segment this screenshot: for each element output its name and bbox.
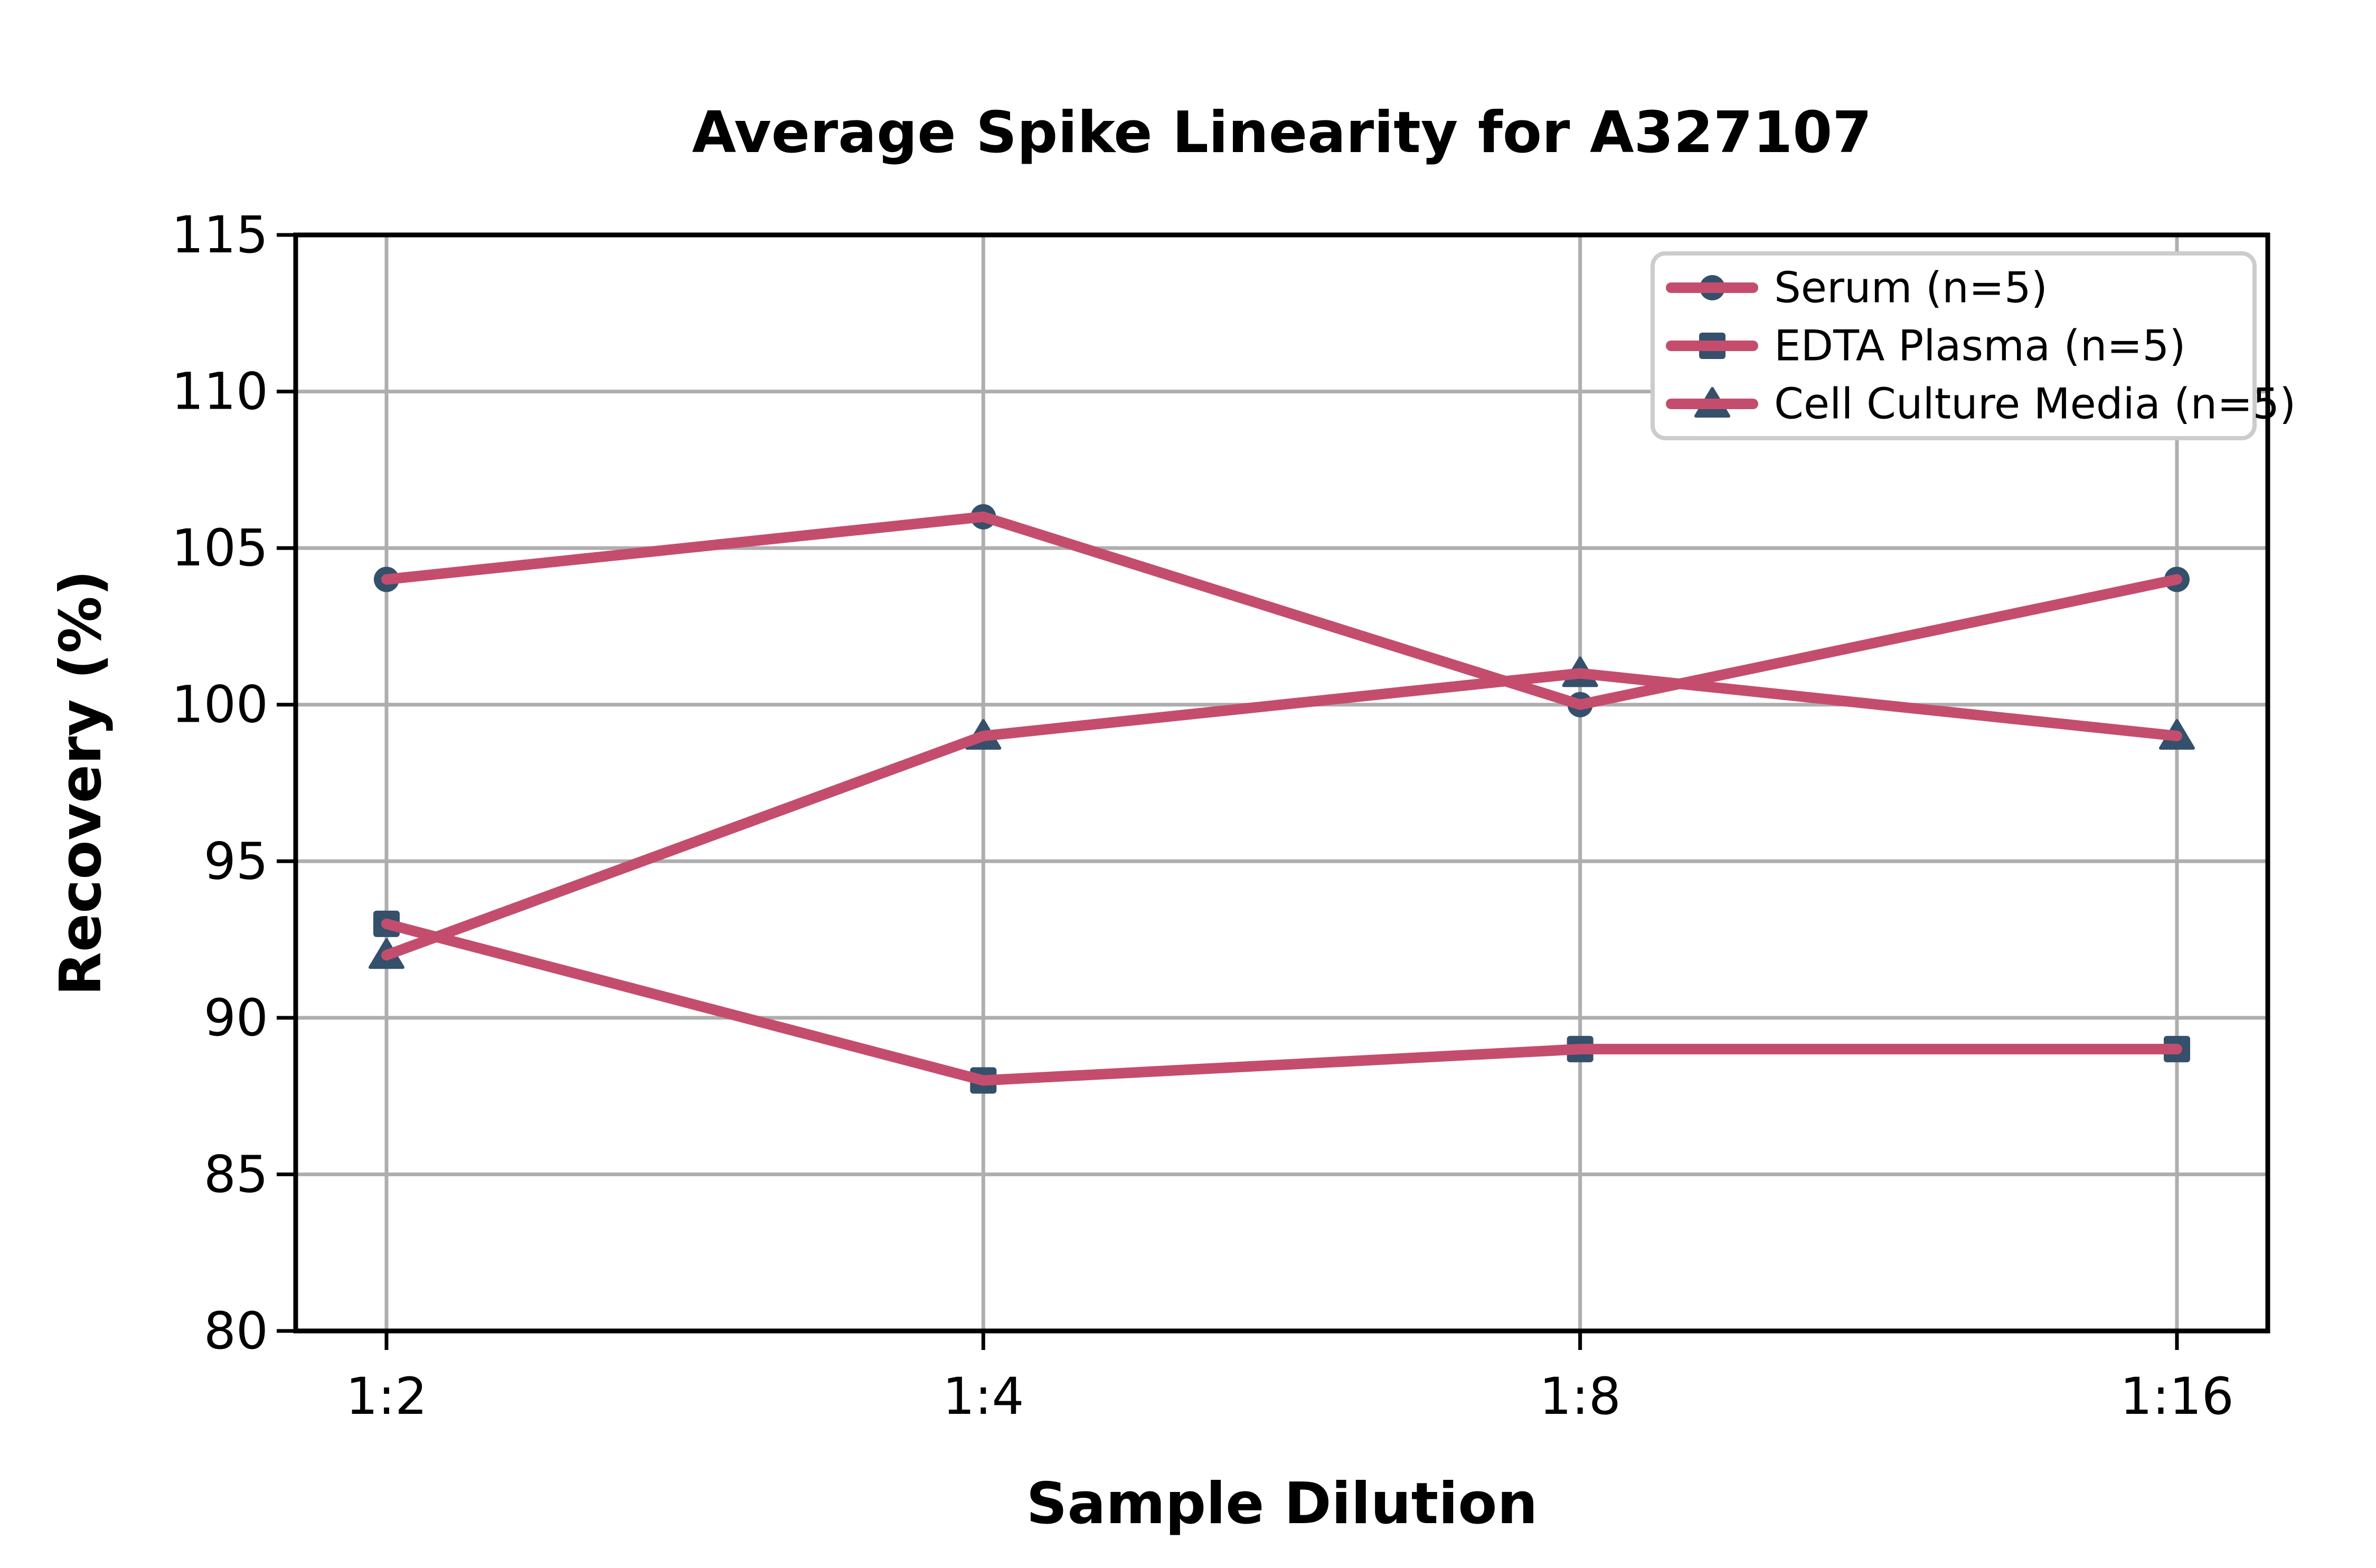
data-series <box>369 504 2195 1094</box>
legend-label-cell-culture-media: Cell Culture Media (n=5) <box>1774 380 2296 429</box>
series-square <box>373 910 2190 1094</box>
legend-item-edta-plasma: EDTA Plasma (n=5) <box>1666 322 2186 371</box>
y-axis-label: Recovery (%) <box>48 570 114 996</box>
x-axis-label: Sample Dilution <box>1026 1471 1538 1537</box>
axis-ticks: 80 85 90 95 100 105 110 115 1:2 1:4 1:8 1:16 <box>172 205 2234 1426</box>
y-tick-label: 95 <box>204 832 268 891</box>
legend-item-serum: Serum (n=5) <box>1666 263 2048 313</box>
legend-label-edta-plasma: EDTA Plasma (n=5) <box>1774 322 2186 371</box>
legend: Serum (n=5) EDTA Plasma (n=5) Cell Cultu… <box>1651 251 2296 440</box>
cell-culture-media-marker-icon <box>1666 387 1758 418</box>
serum-marker-icon <box>1666 275 1758 300</box>
edta-plasma-marker-icon <box>1666 333 1758 359</box>
x-tick-label: 1:4 <box>942 1367 1024 1426</box>
legend-label-serum: Serum (n=5) <box>1774 263 2048 313</box>
x-tick-label: 1:8 <box>1539 1367 1621 1426</box>
y-tick-label: 90 <box>204 988 268 1047</box>
gridlines <box>296 235 2268 1331</box>
legend-item-cell-culture-media: Cell Culture Media (n=5) <box>1666 380 2296 429</box>
x-tick-label: 1:2 <box>346 1367 428 1426</box>
plot-border <box>293 232 2270 1334</box>
y-tick-label: 100 <box>172 675 268 734</box>
y-tick-label: 105 <box>172 518 268 578</box>
series-line <box>381 511 2182 710</box>
legend-box <box>1651 251 2257 440</box>
series-circle <box>374 504 2190 717</box>
y-tick-label: 110 <box>172 362 268 421</box>
y-tick-label: 85 <box>204 1145 268 1204</box>
series-line <box>381 918 2182 1086</box>
y-tick-label: 115 <box>172 205 268 265</box>
y-tick-label: 80 <box>204 1301 268 1361</box>
series-line <box>381 668 2182 961</box>
x-tick-label: 1:16 <box>2120 1367 2234 1426</box>
axes-spines <box>293 232 2270 1334</box>
series-triangle <box>369 656 2195 969</box>
chart-title: Average Spike Linearity for A327107 <box>692 100 1872 166</box>
